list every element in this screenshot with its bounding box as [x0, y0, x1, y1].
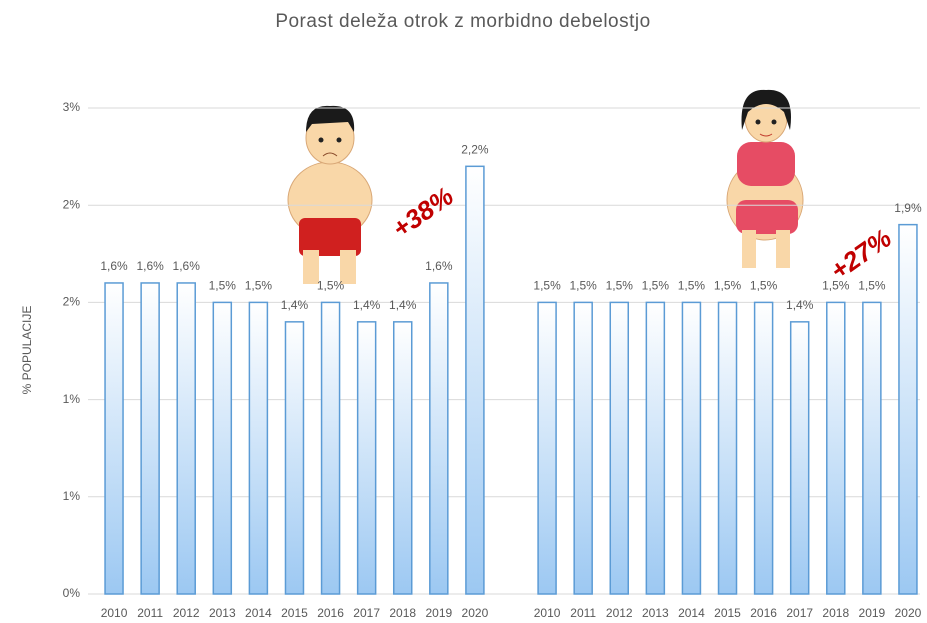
- bar: [358, 322, 376, 594]
- x-tick-label: 2010: [101, 606, 128, 620]
- bar: [791, 322, 809, 594]
- girl-illustration: [727, 90, 803, 268]
- annotation: +27%: [825, 223, 897, 286]
- chart-title: Porast deleža otrok z morbidno debelostj…: [275, 11, 650, 32]
- y-tick-label: 2%: [63, 295, 81, 309]
- x-tick-label: 2019: [859, 606, 886, 620]
- bar: [538, 302, 556, 594]
- bar: [682, 302, 700, 594]
- x-tick-label: 2015: [714, 606, 741, 620]
- x-tick-label: 2013: [642, 606, 669, 620]
- x-tick-label: 2019: [425, 606, 452, 620]
- value-label: 1,5%: [245, 279, 273, 293]
- bar: [177, 283, 195, 594]
- value-label: 1,5%: [533, 279, 561, 293]
- x-tick-label: 2011: [137, 606, 163, 620]
- value-label: 1,4%: [353, 298, 381, 312]
- bar: [610, 302, 628, 594]
- value-label: 1,5%: [714, 279, 742, 293]
- value-label: 1,4%: [389, 298, 417, 312]
- x-tick-label: 2017: [786, 606, 813, 620]
- y-tick-label: 0%: [63, 586, 81, 600]
- value-label: 1,5%: [750, 279, 778, 293]
- value-label: 2,2%: [461, 142, 489, 156]
- bar: [322, 302, 340, 594]
- y-tick-label: 1%: [63, 489, 81, 503]
- x-tick-label: 2010: [534, 606, 561, 620]
- bar: [105, 283, 123, 594]
- y-tick-label: 2%: [63, 197, 81, 211]
- bar: [430, 283, 448, 594]
- annotation: +38%: [387, 181, 459, 244]
- bar: [827, 302, 845, 594]
- x-tick-label: 2014: [678, 606, 705, 620]
- x-tick-label: 2012: [173, 606, 200, 620]
- x-tick-label: 2020: [895, 606, 922, 620]
- x-tick-label: 2018: [822, 606, 849, 620]
- bar: [213, 302, 231, 594]
- bar: [141, 283, 159, 594]
- value-label: 1,5%: [678, 279, 706, 293]
- x-tick-label: 2014: [245, 606, 272, 620]
- value-label: 1,6%: [100, 259, 128, 273]
- x-tick-label: 2011: [570, 606, 596, 620]
- x-tick-label: 2020: [462, 606, 489, 620]
- bar: [863, 302, 881, 594]
- value-label: 1,5%: [317, 279, 345, 293]
- bar: [899, 225, 917, 594]
- value-label: 1,6%: [425, 259, 453, 273]
- value-label: 1,5%: [858, 279, 886, 293]
- bar: [719, 302, 737, 594]
- x-tick-label: 2018: [389, 606, 416, 620]
- bar: [394, 322, 412, 594]
- x-tick-label: 2016: [750, 606, 777, 620]
- bar: [285, 322, 303, 594]
- bar: [755, 302, 773, 594]
- chart: Porast deleža otrok z morbidno debelostj…: [0, 0, 927, 623]
- value-label: 1,5%: [642, 279, 670, 293]
- value-label: 1,6%: [136, 259, 164, 273]
- x-tick-label: 2015: [281, 606, 308, 620]
- value-label: 1,5%: [606, 279, 634, 293]
- x-tick-label: 2017: [353, 606, 380, 620]
- bar: [646, 302, 664, 594]
- x-tick-label: 2012: [606, 606, 633, 620]
- y-axis-label: % POPULACIJE: [20, 306, 34, 395]
- x-tick-label: 2016: [317, 606, 344, 620]
- value-label: 1,4%: [786, 298, 814, 312]
- bar: [466, 166, 484, 594]
- x-tick-label: 2013: [209, 606, 236, 620]
- value-label: 1,5%: [569, 279, 597, 293]
- bar: [249, 302, 267, 594]
- y-tick-label: 1%: [63, 392, 81, 406]
- value-label: 1,5%: [209, 279, 237, 293]
- y-tick-label: 3%: [63, 100, 81, 114]
- bar: [574, 302, 592, 594]
- value-label: 1,6%: [173, 259, 201, 273]
- value-label: 1,4%: [281, 298, 309, 312]
- value-label: 1,9%: [894, 201, 922, 215]
- boy-illustration: [288, 106, 372, 284]
